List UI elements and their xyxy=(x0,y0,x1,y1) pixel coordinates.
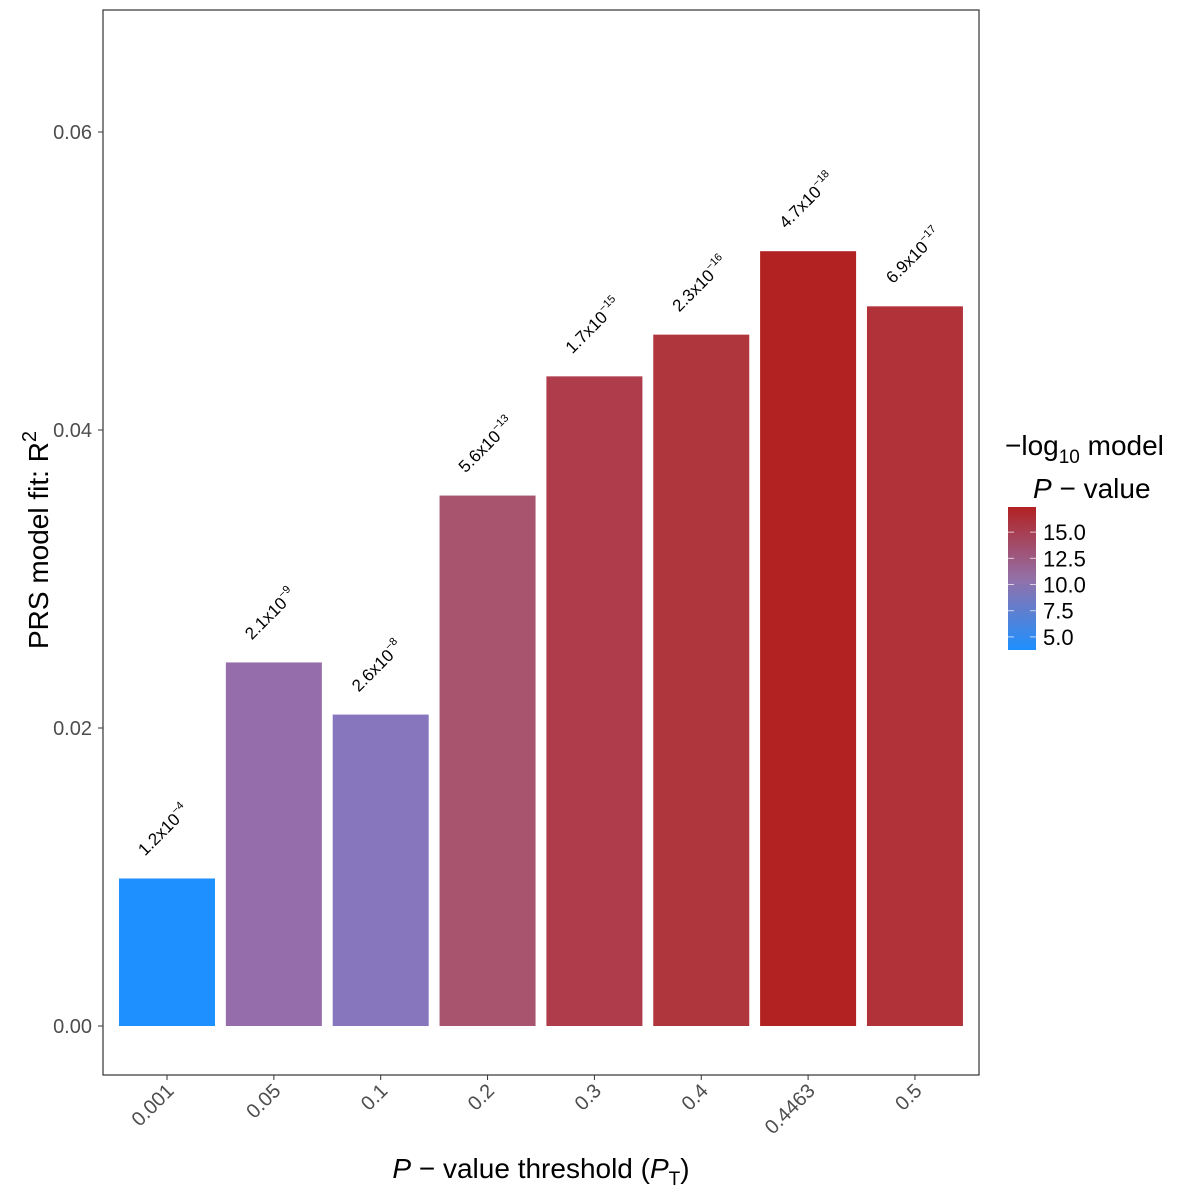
x-tick-label: 0.2 xyxy=(464,1080,499,1115)
legend-tick-label: 12.5 xyxy=(1043,546,1086,571)
colorbar xyxy=(1008,507,1036,650)
x-tick-label: 0.4463 xyxy=(761,1080,820,1139)
legend-title-line1: −log10 model xyxy=(1005,430,1164,468)
bar-0.3 xyxy=(546,376,643,1026)
legend-tick-label: 10.0 xyxy=(1043,573,1086,598)
y-tick-label: 0.06 xyxy=(53,122,92,144)
x-axis: 0.001 0.05 0.1 0.2 0.3 0.4 0.4463 0.5 xyxy=(128,1075,926,1139)
bars-group xyxy=(119,251,963,1027)
y-axis-title: PRS model fit: R2 xyxy=(19,431,54,649)
legend-title-line2: P − value xyxy=(1033,473,1151,504)
y-axis: 0.00 0.02 0.04 0.06 xyxy=(53,122,103,1038)
legend-tick-label: 7.5 xyxy=(1043,599,1074,624)
bar-0.5 xyxy=(866,306,963,1027)
color-legend: −log10 model P − value 15.012.510.07.55.… xyxy=(1005,430,1164,650)
bar-0.2 xyxy=(439,495,536,1026)
bar-0.4463 xyxy=(760,251,857,1026)
y-tick-label: 0.04 xyxy=(53,420,92,442)
bar-0.4 xyxy=(653,334,750,1026)
bar-0.05 xyxy=(225,662,322,1026)
x-tick-label: 0.5 xyxy=(891,1080,926,1115)
legend-tick-label: 5.0 xyxy=(1043,625,1074,650)
x-axis-title: P − value threshold (PT) xyxy=(392,1153,689,1190)
x-tick-label: 0.05 xyxy=(242,1080,285,1123)
legend-tick-label: 15.0 xyxy=(1043,520,1086,545)
x-tick-label: 0.001 xyxy=(128,1080,179,1131)
bar-0.001 xyxy=(119,878,215,1026)
y-tick-label: 0.02 xyxy=(53,718,92,740)
bar-0.1 xyxy=(332,714,429,1026)
y-tick-label: 0.00 xyxy=(53,1016,92,1038)
x-tick-label: 0.3 xyxy=(571,1080,606,1115)
x-tick-label: 0.1 xyxy=(357,1080,392,1115)
x-tick-label: 0.4 xyxy=(678,1080,713,1115)
